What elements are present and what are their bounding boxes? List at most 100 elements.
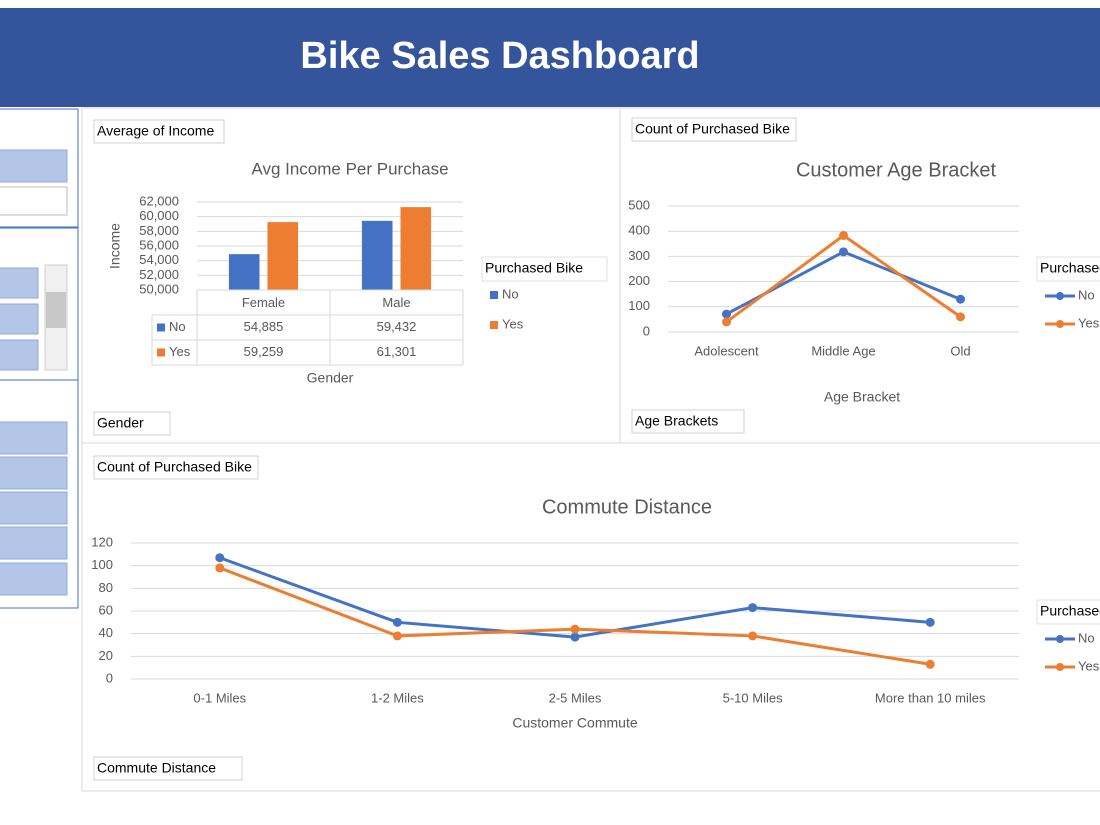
table-key [157,323,165,332]
legend-label: Yes [1078,315,1100,330]
slicer-item[interactable] [0,562,68,596]
x-tick-label: Middle Age [811,343,875,358]
y-tick-label: 40 [99,625,113,640]
y-tick-label: 100 [91,557,113,572]
x-tick-label: Female [242,295,285,310]
point [392,631,402,641]
point [839,247,848,257]
bar [400,207,432,290]
x-tick-label: Old [950,343,970,358]
point [722,317,731,327]
x-tick-label: 1-2 Miles [371,690,424,705]
table-value: 61,301 [377,344,417,359]
legend-key [490,321,498,329]
field-button-label[interactable]: Count of Purchased Bike [635,121,790,137]
slicer-item[interactable] [0,186,68,216]
y-tick-label: 62,000 [139,193,179,208]
y-tick-label: 100 [628,298,650,313]
table-value: 59,259 [244,344,284,359]
slicer-item[interactable] [0,421,68,455]
point [925,617,935,627]
field-button[interactable] [93,119,225,144]
field-button-label[interactable]: Count of Purchased Bike [97,459,252,475]
header-band [0,8,1100,107]
y-tick-label: 120 [91,534,113,549]
legend-label: Yes [502,316,524,331]
point [392,617,402,627]
slicer-item[interactable] [0,267,39,299]
x-tick-label: Male [382,295,410,310]
y-axis-title: Income [107,223,123,269]
y-tick-label: 54,000 [139,252,179,267]
panel-frames [81,107,1100,792]
point [722,309,731,319]
point [215,563,225,573]
legend-key [1056,292,1064,300]
y-tick-label: 80 [99,580,113,595]
field-button[interactable] [93,756,243,781]
field-button-label[interactable]: Commute Distance [97,760,216,776]
line [725,250,962,316]
legend-label: No [502,286,519,301]
table-series-name: Yes [169,344,191,359]
line [219,566,931,666]
legend-key [1056,663,1064,671]
bar [361,220,393,290]
legend-key [490,291,498,299]
x-tick-label: 0-1 Miles [193,690,246,705]
legend-key [1056,635,1064,643]
point [956,294,965,304]
legend-label: No [1078,287,1095,302]
field-button-label[interactable]: Average of Income [97,123,214,139]
legend-label: No [1078,630,1095,645]
field-button[interactable] [93,411,171,436]
y-tick-label: 200 [628,273,650,288]
slicer-item[interactable] [0,303,39,335]
legend-key [1056,320,1064,328]
y-tick-label: 50,000 [139,281,179,296]
y-tick-label: 0 [643,323,650,338]
point [839,230,848,240]
slicer-item[interactable] [0,149,68,183]
bar [228,254,260,290]
y-tick-label: 500 [628,197,650,212]
y-tick-label: 60 [99,602,113,617]
y-tick-label: 300 [628,248,650,263]
chart-title: Commute Distance [542,496,712,518]
slicer-item[interactable] [0,339,39,371]
point [925,659,935,669]
slicer-panel [0,108,79,609]
field-button[interactable] [631,409,745,434]
slicer-frame [0,379,79,609]
legend-title: Purchased Bike [1040,603,1100,619]
table-key [157,348,165,357]
table-value: 54,885 [244,319,284,334]
point [570,632,580,642]
x-tick-label: Adolescent [694,343,759,358]
dashboard-title: Bike Sales Dashboard [300,35,699,77]
slicer-item[interactable] [0,456,68,490]
legend-title-box [481,256,608,282]
slicer-item[interactable] [0,526,68,560]
field-button[interactable] [631,117,797,142]
scroll-thumb[interactable] [46,292,66,328]
point [215,553,225,563]
point [748,603,758,613]
x-tick-label: 2-5 Miles [549,690,602,705]
x-tick-label: More than 10 miles [875,690,986,705]
y-tick-label: 20 [99,648,113,663]
y-tick-label: 60,000 [139,208,179,223]
field-button-label[interactable]: Age Brackets [635,413,718,429]
slicer-item[interactable] [0,491,68,525]
y-tick-label: 400 [628,223,650,238]
point [956,312,965,322]
y-tick-label: 58,000 [139,223,179,238]
y-tick-label: 56,000 [139,237,179,252]
field-button[interactable] [93,455,259,480]
x-axis-title: Customer Commute [512,715,637,731]
field-button-label[interactable]: Gender [97,415,144,431]
x-axis-title: Gender [307,370,354,386]
legend-title: Purchased Bike [485,260,583,276]
point [570,624,580,634]
